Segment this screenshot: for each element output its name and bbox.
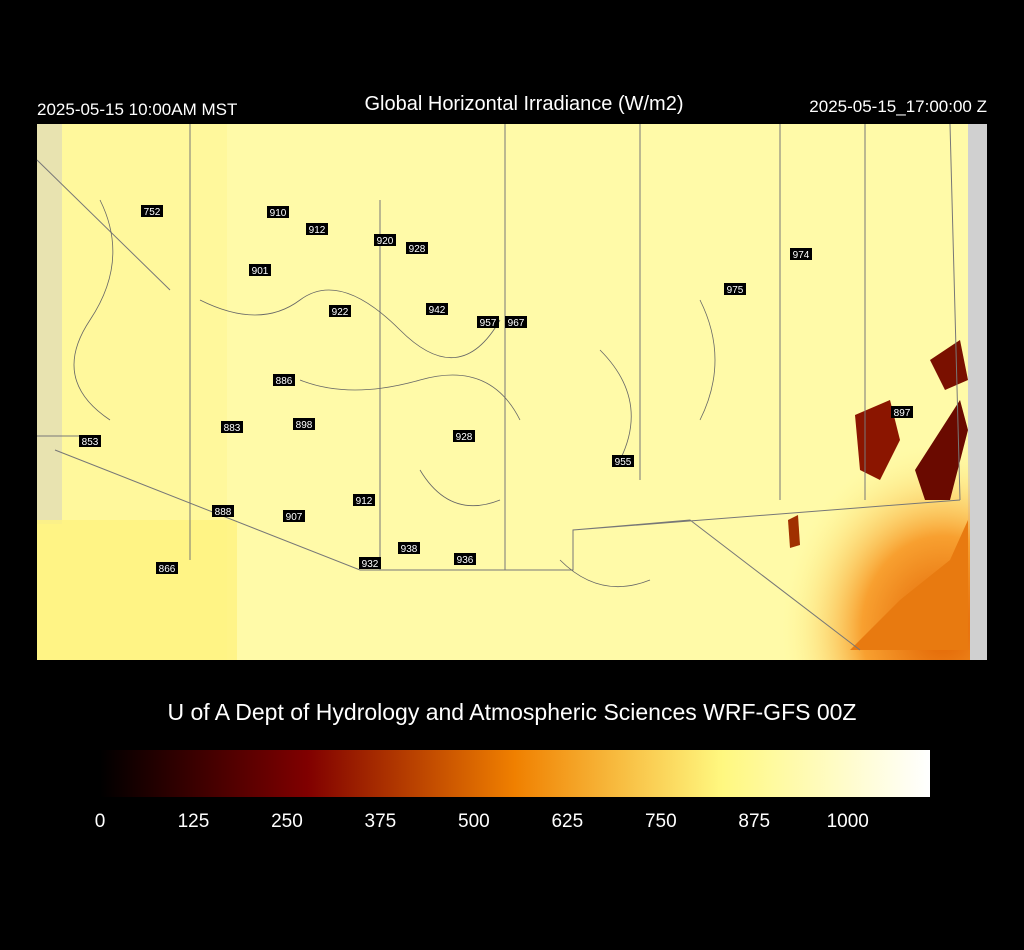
station-box: [141, 205, 163, 217]
station-value: 942: [429, 305, 446, 316]
station-value: 932: [362, 559, 379, 570]
valid-utc: 2025-05-15_17:00:00 Z: [809, 97, 987, 116]
colorbar-tick-label: 1000: [827, 811, 869, 832]
station-box: [724, 283, 746, 295]
station-box: [212, 505, 234, 517]
station-value: 928: [456, 432, 473, 443]
station-value: 920: [377, 236, 394, 247]
cloud-field: [788, 515, 800, 548]
station-value: 866: [159, 564, 176, 575]
station-value: 752: [144, 207, 161, 218]
station-box: [293, 418, 315, 430]
station-box: [406, 242, 428, 254]
cloud-field: [850, 520, 968, 650]
station-value: 886: [276, 376, 293, 387]
station-box: [398, 542, 420, 554]
station-value: 897: [894, 408, 911, 419]
station-value: 974: [793, 250, 810, 261]
station-box: [329, 305, 351, 317]
station-box: [891, 406, 913, 418]
station-value: 907: [286, 512, 303, 523]
station-box: [454, 553, 476, 565]
station-value: 957: [480, 318, 497, 329]
colorbar-tick-label: 125: [178, 811, 210, 832]
station-value: 975: [727, 285, 744, 296]
valid-local: 2025-05-15 10:00AM MST: [37, 100, 237, 119]
no-data: [968, 124, 987, 660]
station-value: 888: [215, 507, 232, 518]
boundary: [36, 123, 961, 651]
cloud-field: [855, 400, 900, 480]
map-title: Global Horizontal Irradiance (W/m2): [365, 93, 684, 115]
station-value: 853: [82, 437, 99, 448]
cloud-field: [915, 400, 968, 500]
colorbar-tick-label: 875: [738, 811, 770, 832]
colorbar-tick-label: 500: [458, 811, 490, 832]
station-value: 912: [309, 225, 326, 236]
station-value: 967: [508, 318, 525, 329]
station-value: 928: [409, 244, 426, 255]
station-box: [267, 206, 289, 218]
stations: 752 910 912 920 928 901 922 942 957 967 974 975 886 8…: [79, 205, 913, 575]
station-box: [505, 316, 527, 328]
station-value: 938: [401, 544, 418, 555]
station-box: [426, 303, 448, 315]
station-box: [249, 264, 271, 276]
cloud-field: [930, 340, 968, 390]
colorbar-tick-label: 0: [95, 811, 106, 832]
station-box: [79, 435, 101, 447]
colorbar-tick-label: 250: [271, 811, 303, 832]
colorbar-tick-label: 375: [365, 811, 397, 832]
colorbar: [100, 750, 930, 797]
station-box: [790, 248, 812, 260]
station-value: 955: [615, 457, 632, 468]
station-box: [453, 430, 475, 442]
map-field: [37, 520, 237, 660]
station-value: 922: [332, 307, 349, 318]
station-box: [156, 562, 178, 574]
station-value: 936: [457, 555, 474, 566]
colorbar-tick-label: 625: [551, 811, 583, 832]
station-box: [306, 223, 328, 235]
station-box: [273, 374, 295, 386]
station-box: [359, 557, 381, 569]
colorbar-tick-label: 750: [645, 811, 677, 832]
colorbar-ticks: 0 125 250 375 500 625 750 875 1000: [95, 811, 869, 832]
contour: [73, 199, 716, 588]
station-value: 901: [252, 266, 269, 277]
station-box: [283, 510, 305, 522]
station-box: [477, 316, 499, 328]
map: [36, 123, 987, 660]
station-box: [221, 421, 243, 433]
station-value: 910: [270, 208, 287, 219]
station-box: [353, 494, 375, 506]
station-box: [612, 455, 634, 467]
station-value: 898: [296, 420, 313, 431]
station-box: [374, 234, 396, 246]
station-value: 883: [224, 423, 241, 434]
credit: U of A Dept of Hydrology and Atmospheric…: [167, 699, 856, 725]
station-value: 912: [356, 496, 373, 507]
